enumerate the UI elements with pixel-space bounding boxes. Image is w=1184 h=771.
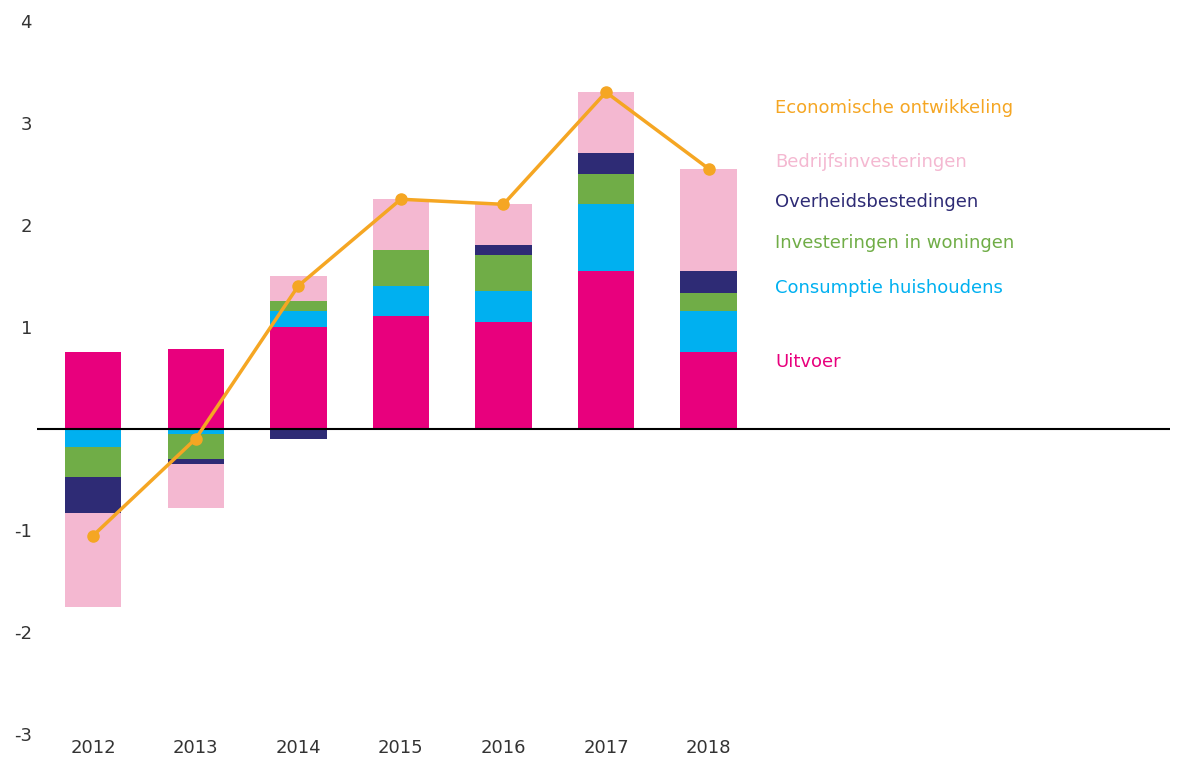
- Text: Economische ontwikkeling: Economische ontwikkeling: [776, 99, 1014, 116]
- Bar: [373, 286, 429, 316]
- Text: Uitvoer: Uitvoer: [776, 353, 841, 372]
- Bar: [167, 433, 224, 459]
- Bar: [270, 327, 327, 429]
- Bar: [65, 513, 122, 607]
- Bar: [65, 429, 122, 447]
- Bar: [475, 255, 532, 291]
- Bar: [270, 276, 327, 301]
- Bar: [65, 477, 122, 513]
- Bar: [578, 204, 635, 271]
- Bar: [681, 311, 736, 352]
- Text: Bedrijfsinvesteringen: Bedrijfsinvesteringen: [776, 153, 967, 170]
- Bar: [475, 204, 532, 245]
- Bar: [681, 271, 736, 293]
- Bar: [65, 447, 122, 477]
- Text: Investeringen in woningen: Investeringen in woningen: [776, 234, 1015, 252]
- Bar: [681, 352, 736, 429]
- Bar: [167, 429, 224, 433]
- Bar: [578, 93, 635, 153]
- Bar: [167, 464, 224, 508]
- Bar: [373, 316, 429, 429]
- Text: Consumptie huishoudens: Consumptie huishoudens: [776, 279, 1003, 297]
- Bar: [475, 291, 532, 322]
- Bar: [578, 173, 635, 204]
- Bar: [373, 199, 429, 250]
- Bar: [270, 311, 327, 327]
- Text: Overheidsbestedingen: Overheidsbestedingen: [776, 194, 978, 211]
- Bar: [578, 271, 635, 429]
- Bar: [475, 245, 532, 255]
- Bar: [65, 352, 122, 429]
- Bar: [578, 153, 635, 173]
- Bar: [475, 322, 532, 429]
- Bar: [681, 293, 736, 311]
- Bar: [167, 459, 224, 464]
- Bar: [270, 301, 327, 311]
- Bar: [373, 250, 429, 286]
- Bar: [681, 169, 736, 271]
- Bar: [270, 429, 327, 439]
- Bar: [167, 349, 224, 429]
